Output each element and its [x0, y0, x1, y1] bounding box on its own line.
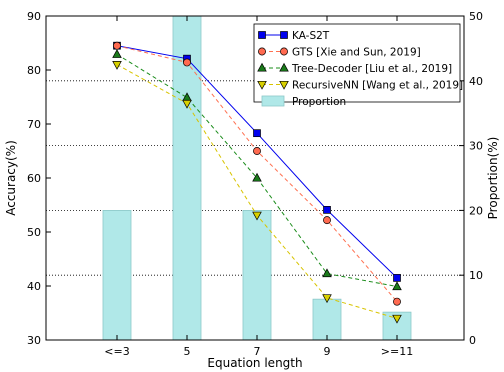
series-marker: [280, 47, 288, 56]
proportion-bar: [102, 209, 132, 341]
legend: KA-S2T GTS [Xie and Sun, 2019] Tree-Decode…: [253, 23, 463, 108]
x-tick-label: >=11: [381, 345, 413, 358]
y-tick-label: 30: [27, 334, 41, 347]
y2-tick-label: 40: [469, 75, 483, 88]
series-marker: [113, 41, 121, 50]
series-marker: [392, 281, 402, 291]
series-marker: [112, 61, 122, 70]
series-marker: [279, 62, 289, 72]
y2-tick-label: 10: [469, 269, 483, 282]
series-marker: [392, 314, 402, 324]
series-marker: [279, 80, 289, 90]
x-tick-label: 9: [324, 345, 331, 358]
y2-tick-label: 0: [469, 334, 476, 347]
series-marker: [252, 172, 262, 182]
legend-label: RecursiveNN [Wang et al., 2019]: [292, 80, 463, 92]
legend-label: Tree-Decoder [Liu et al., 2019]: [291, 63, 452, 75]
series-marker: [393, 274, 401, 282]
series-marker: [253, 147, 261, 155]
proportion-bar: [312, 298, 342, 341]
y-tick-label: 90: [27, 10, 41, 23]
y2-tick-label: 20: [469, 204, 483, 217]
y2-tick-label: 30: [469, 140, 483, 153]
series-marker: [393, 297, 401, 306]
y2-tick-label: 50: [469, 10, 483, 23]
proportion-bar: [242, 209, 272, 341]
series-marker: [280, 31, 288, 39]
x-axis-label: Equation length: [207, 356, 302, 370]
y-tick-label: 60: [27, 172, 41, 185]
y2-axis-label: Proportion(%): [486, 137, 500, 220]
legend-label: GTS [Xie and Sun, 2019]: [292, 47, 421, 59]
series-marker: [182, 99, 192, 109]
x-tick-label: 7: [254, 345, 261, 358]
series-marker: [322, 268, 332, 278]
y-tick-label: 40: [27, 280, 41, 293]
series-marker: [258, 47, 266, 56]
y-tick-label: 80: [27, 64, 41, 77]
series-marker: [257, 80, 267, 90]
series-marker: [323, 206, 331, 214]
y-tick-label: 70: [27, 118, 41, 131]
series-marker: [183, 58, 191, 67]
legend-box: [253, 23, 461, 103]
accuracy-series: [112, 41, 402, 324]
series-marker: [323, 216, 331, 225]
series-marker: [257, 62, 267, 72]
x-tick-label: <=3: [104, 345, 129, 358]
series-marker: [252, 211, 262, 221]
legend-label: KA-S2T: [292, 30, 330, 42]
x-tick-label: 5: [184, 345, 191, 358]
series-marker: [322, 294, 332, 304]
series-marker: [112, 49, 122, 58]
series-marker: [258, 31, 266, 39]
series-marker: [253, 129, 261, 138]
y-tick-label: 50: [27, 226, 41, 239]
series-line: [116, 53, 398, 288]
legend-swatch: [261, 95, 285, 107]
legend-label: Proportion: [292, 96, 346, 108]
y-axis-label: Accuracy(%): [4, 140, 18, 216]
axes: 30 40 50 60 70 80 90 0 10 20 30 40 50 <=3 5 7 9 >=11: [27, 10, 483, 358]
